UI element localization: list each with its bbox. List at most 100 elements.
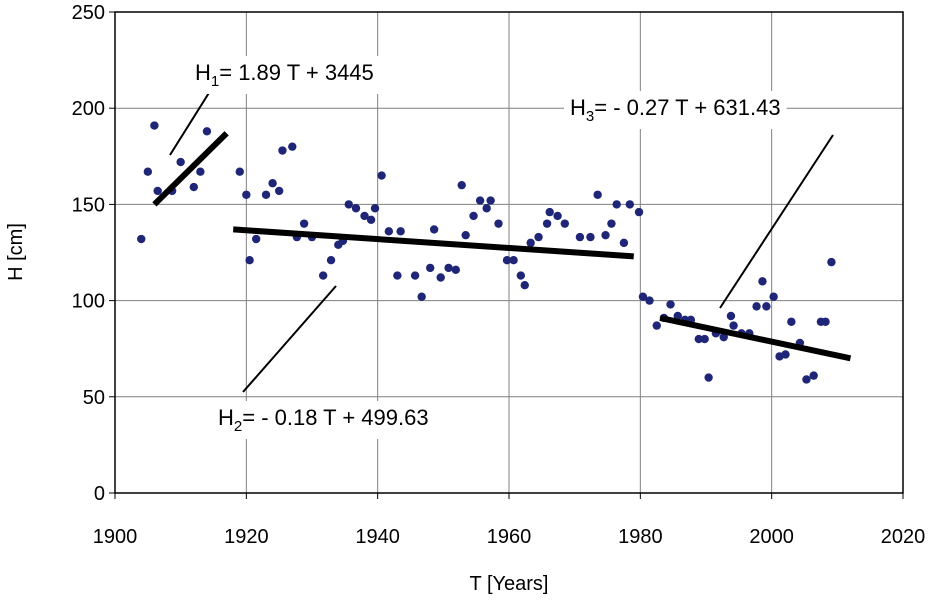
data-point bbox=[612, 200, 621, 209]
x-axis-label: T [Years] bbox=[470, 573, 549, 595]
trend-line bbox=[152, 131, 229, 207]
data-point bbox=[176, 157, 185, 167]
data-point bbox=[762, 302, 771, 311]
data-point bbox=[426, 263, 435, 273]
equation-text: H1= 1.89 T + 3445 bbox=[195, 60, 374, 90]
data-point bbox=[726, 311, 736, 321]
data-point bbox=[769, 292, 778, 301]
data-point bbox=[494, 219, 503, 228]
data-point bbox=[575, 232, 585, 242]
data-point bbox=[509, 255, 518, 265]
data-point bbox=[189, 182, 198, 192]
data-point bbox=[360, 211, 369, 221]
data-point bbox=[827, 257, 836, 267]
data-point bbox=[634, 207, 644, 217]
label-background bbox=[189, 56, 380, 94]
data-point bbox=[245, 255, 254, 265]
x-tick-label: 2020 bbox=[881, 526, 926, 548]
trend-line bbox=[232, 226, 634, 260]
data-point bbox=[601, 230, 610, 240]
data-point bbox=[545, 207, 554, 217]
leader-line bbox=[719, 134, 834, 309]
leader-line bbox=[242, 285, 337, 393]
data-point bbox=[436, 273, 445, 282]
data-point bbox=[553, 211, 562, 221]
data-point bbox=[673, 311, 682, 321]
equation-label: H2= - 0.18 T + 499.63 bbox=[212, 401, 435, 439]
data-point bbox=[377, 171, 386, 180]
data-point bbox=[299, 219, 309, 228]
label-background bbox=[212, 401, 435, 439]
data-point bbox=[150, 121, 159, 130]
data-point bbox=[235, 167, 244, 176]
data-point bbox=[396, 227, 405, 236]
data-point bbox=[526, 238, 535, 248]
data-point bbox=[821, 317, 830, 326]
data-point bbox=[251, 234, 261, 244]
symbol: H bbox=[195, 60, 211, 85]
subscript: 3 bbox=[586, 108, 594, 125]
data-point bbox=[486, 196, 495, 205]
y-tick-label: 250 bbox=[72, 2, 105, 24]
data-point bbox=[393, 271, 402, 280]
data-point bbox=[520, 281, 529, 290]
data-point bbox=[781, 350, 790, 359]
label-background bbox=[564, 91, 787, 129]
trend-line bbox=[659, 314, 852, 362]
symbol: H bbox=[570, 95, 586, 120]
data-point bbox=[666, 300, 675, 309]
data-point bbox=[694, 334, 703, 344]
data-point bbox=[384, 227, 394, 236]
data-point bbox=[802, 375, 811, 384]
data-point bbox=[429, 225, 439, 234]
data-point bbox=[482, 204, 491, 213]
data-point bbox=[461, 230, 470, 240]
data-point bbox=[809, 371, 818, 380]
x-tick-label: 1940 bbox=[355, 526, 400, 548]
data-point bbox=[451, 265, 461, 275]
data-point bbox=[288, 142, 297, 151]
data-point bbox=[719, 332, 728, 342]
data-point bbox=[638, 292, 648, 301]
data-point bbox=[787, 317, 796, 326]
x-tick-label: 1960 bbox=[487, 526, 532, 548]
data-point bbox=[542, 219, 552, 228]
data-point bbox=[586, 232, 595, 242]
data-point bbox=[268, 179, 277, 188]
data-point bbox=[516, 271, 526, 280]
data-point bbox=[475, 196, 485, 205]
y-axis-label: H [cm] bbox=[5, 223, 27, 281]
x-tick-label: 1920 bbox=[224, 526, 269, 548]
equation: = - 0.27 T + 631.43 bbox=[594, 95, 780, 120]
subscript: 2 bbox=[234, 418, 242, 435]
data-point bbox=[469, 211, 478, 221]
data-point bbox=[410, 271, 420, 280]
plot-frame bbox=[114, 11, 904, 494]
y-tick-label: 200 bbox=[72, 98, 105, 120]
data-point bbox=[645, 296, 654, 305]
data-point bbox=[502, 255, 512, 265]
data-point bbox=[607, 219, 616, 228]
data-point bbox=[274, 186, 284, 196]
data-point bbox=[370, 204, 380, 213]
data-point bbox=[261, 190, 271, 199]
x-tick-label: 1900 bbox=[93, 526, 138, 548]
equation-text: H2= - 0.18 T + 499.63 bbox=[218, 405, 429, 435]
equation: = 1.89 T + 3445 bbox=[219, 60, 374, 85]
data-point bbox=[143, 167, 153, 176]
equation-label: H3= - 0.27 T + 631.43 bbox=[564, 91, 787, 129]
data-point bbox=[344, 200, 353, 209]
data-point bbox=[444, 263, 453, 273]
data-point bbox=[137, 234, 146, 244]
data-point bbox=[700, 334, 709, 344]
data-point bbox=[593, 190, 602, 199]
data-point bbox=[729, 321, 738, 330]
data-point bbox=[242, 190, 251, 199]
data-point bbox=[278, 146, 287, 155]
data-point bbox=[326, 255, 336, 265]
x-tick-label: 2000 bbox=[749, 526, 794, 548]
y-tick-label: 100 bbox=[72, 291, 105, 313]
y-tick-label: 150 bbox=[72, 194, 105, 216]
